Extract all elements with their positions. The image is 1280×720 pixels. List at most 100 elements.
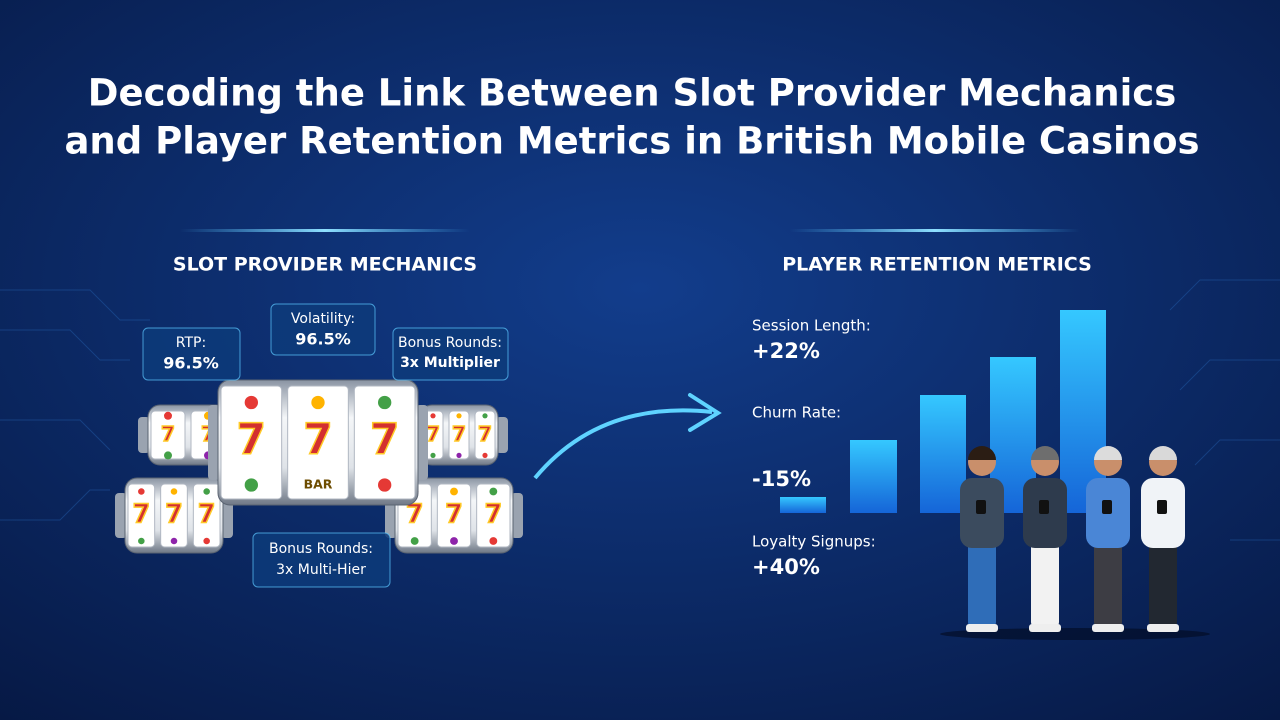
reel-window xyxy=(287,385,349,500)
section-heading: SLOT PROVIDER MECHANICS xyxy=(173,254,477,276)
fruit-symbol xyxy=(482,452,488,458)
fruit-symbol xyxy=(489,537,498,545)
seven-symbol: 7 xyxy=(237,416,267,465)
fruit-symbol xyxy=(170,537,178,545)
callout-label: Volatility: xyxy=(291,311,355,327)
callout-box xyxy=(270,303,376,356)
person-leg xyxy=(1031,540,1059,628)
bar-symbol: BAR xyxy=(304,477,333,492)
bar xyxy=(780,497,826,513)
person-hair xyxy=(968,446,996,460)
reel-window xyxy=(476,483,511,548)
fruit-symbol xyxy=(138,537,145,545)
callout-value: 96.5% xyxy=(163,354,219,373)
fruit-symbol xyxy=(170,488,178,495)
fruit-symbol xyxy=(164,451,172,460)
fruit-symbol xyxy=(138,488,145,495)
callout-boxes xyxy=(142,303,509,588)
callout-label: Bonus Rounds: xyxy=(269,541,373,557)
metric-label: Session Length: xyxy=(752,317,871,335)
callout-box xyxy=(142,327,241,381)
metric-value: +40% xyxy=(752,555,820,579)
seven-symbol: 7 xyxy=(484,500,502,530)
fruit-symbol xyxy=(430,452,436,458)
bar xyxy=(920,395,966,513)
fruit-symbol xyxy=(450,487,458,496)
section-heading: PLAYER RETENTION METRICS xyxy=(782,254,1092,276)
seven-symbol: 7 xyxy=(370,416,400,465)
seven-symbol: 7 xyxy=(426,422,440,446)
fruit-symbol xyxy=(164,411,172,420)
people xyxy=(940,446,1210,640)
fruit-symbol xyxy=(456,452,462,458)
person-leg xyxy=(968,540,996,628)
reel-window xyxy=(353,385,416,500)
reel-window xyxy=(127,483,156,548)
seven-symbol: 7 xyxy=(132,500,150,530)
person-leg xyxy=(1149,540,1177,628)
callout-value: 3x Multi-Hier xyxy=(276,562,366,578)
arrow xyxy=(533,408,713,480)
seven-symbol: 7 xyxy=(445,500,463,530)
seven-symbol: 7 xyxy=(452,422,466,446)
seven-symbol: 7 xyxy=(165,500,183,530)
fruit-symbol xyxy=(244,395,258,410)
callout-label: RTP: xyxy=(176,335,206,351)
reel-cap xyxy=(208,405,220,480)
seven-symbol: 7 xyxy=(161,422,175,446)
fruit-symbol xyxy=(378,478,392,492)
callout-box xyxy=(252,532,391,588)
callout-label: Bonus Rounds: xyxy=(398,335,502,351)
fruit-symbol xyxy=(203,488,210,495)
reel-window xyxy=(220,385,283,500)
reel-cap xyxy=(511,493,523,538)
callout-value: 3x Multiplier xyxy=(400,355,500,371)
person-shoe xyxy=(1029,624,1061,632)
fruit-symbol xyxy=(378,395,392,410)
arrow-head xyxy=(688,393,722,432)
fruit-symbol xyxy=(456,413,462,419)
metric-value: +22% xyxy=(752,339,820,363)
person-hair xyxy=(1149,446,1177,460)
title-line: Decoding the Link Between Slot Provider … xyxy=(88,72,1176,115)
shadow xyxy=(940,628,1210,640)
reel-cap xyxy=(138,417,150,453)
seven-symbol: 7 xyxy=(478,422,492,446)
seven-symbol: 7 xyxy=(198,500,216,530)
person-hair xyxy=(1031,446,1059,460)
seven-symbol: 7 xyxy=(303,416,333,465)
person-leg xyxy=(1094,540,1122,628)
fruit-symbol xyxy=(482,413,488,419)
callout-value: 96.5% xyxy=(295,330,351,349)
reel-window xyxy=(448,410,470,460)
reel-window xyxy=(192,483,221,548)
callout-box xyxy=(392,327,509,381)
person-shoe xyxy=(1147,624,1179,632)
fruit-symbol xyxy=(410,537,419,545)
phone xyxy=(1157,500,1167,514)
bar xyxy=(850,440,897,513)
reel-cap xyxy=(416,405,428,480)
reel-cap xyxy=(496,417,508,453)
person-shoe xyxy=(1092,624,1124,632)
phone xyxy=(1039,500,1049,514)
metric-label: Loyalty Signups: xyxy=(752,533,876,551)
metric-value: -15% xyxy=(752,467,811,491)
person-hair xyxy=(1094,446,1122,460)
phone xyxy=(976,500,986,514)
reel-cap xyxy=(115,493,127,538)
divider xyxy=(180,229,470,232)
slot-reels: 7777777777777BAR7 xyxy=(115,379,523,554)
seven-symbol: 7 xyxy=(406,500,424,530)
fruit-symbol xyxy=(203,537,210,545)
fruit-symbol xyxy=(311,395,325,410)
phone xyxy=(1102,500,1112,514)
reel-window xyxy=(474,410,496,460)
title-line: and Player Retention Metrics in British … xyxy=(64,120,1199,163)
fruit-symbol xyxy=(489,487,498,496)
fruit-symbol xyxy=(430,413,436,419)
divider xyxy=(790,229,1080,232)
circuit-lines xyxy=(0,279,1280,541)
